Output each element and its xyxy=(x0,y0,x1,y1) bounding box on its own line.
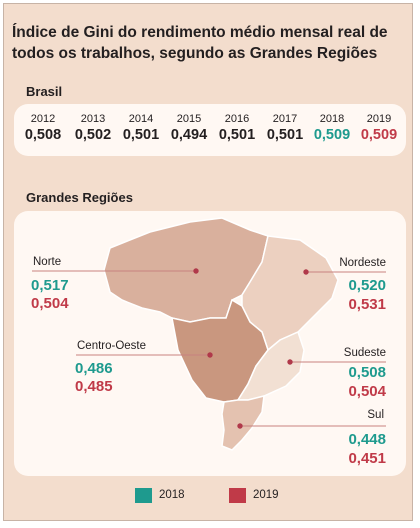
year-column-2018: 2018 0,509 xyxy=(309,112,355,144)
region-label-centro-oeste: Centro-Oeste xyxy=(77,340,147,352)
region-value-2019-nordeste: 0,531 xyxy=(348,296,386,313)
year-column-2012: 2012 0,508 xyxy=(20,112,66,144)
location-dot-sul xyxy=(237,423,243,429)
year-label: 2017 xyxy=(272,113,298,125)
year-column-2019: 2019 0,509 xyxy=(356,112,402,144)
year-column-2013: 2013 0,502 xyxy=(70,112,116,144)
region-value-2018-sul: 0,448 xyxy=(348,431,386,448)
region-value-2018-nordeste: 0,520 xyxy=(348,277,386,294)
location-dot-sudeste xyxy=(287,359,293,365)
year-column-2016: 2016 0,501 xyxy=(214,112,260,144)
year-label: 2015 xyxy=(176,113,202,125)
regions-section-title: Grandes Regiões xyxy=(26,190,133,205)
brasil-table: 2012 0,508 2013 0,502 2014 0,501 2015 0,… xyxy=(14,104,406,156)
year-column-2014: 2014 0,501 xyxy=(118,112,164,144)
gini-value: 0,501 xyxy=(266,127,304,143)
year-label: 2012 xyxy=(30,113,56,125)
year-label: 2016 xyxy=(224,113,250,125)
year-label: 2019 xyxy=(366,113,392,125)
location-dot-nordeste xyxy=(303,269,309,275)
gini-value: 0,494 xyxy=(170,127,208,143)
brasil-section-title: Brasil xyxy=(26,84,63,99)
region-value-2019-centro-oeste: 0,485 xyxy=(75,378,113,395)
region-value-2018-sudeste: 0,508 xyxy=(348,364,386,381)
region-value-2019-sul: 0,451 xyxy=(348,450,386,467)
region-label-nordeste: Nordeste xyxy=(339,257,386,269)
region-value-2019-norte: 0,504 xyxy=(31,295,69,312)
year-label: 2014 xyxy=(128,113,154,125)
legend-label-2018: 2018 xyxy=(159,489,185,501)
year-label: 2018 xyxy=(319,113,345,125)
gini-value: 0,502 xyxy=(74,127,112,143)
year-column-2015: 2015 0,494 xyxy=(166,112,212,144)
gini-value: 0,501 xyxy=(122,127,160,143)
location-dot-norte xyxy=(193,268,199,274)
legend-label-2019: 2019 xyxy=(253,489,279,501)
year-label: 2013 xyxy=(80,113,106,125)
region-label-norte: Norte xyxy=(33,256,62,268)
region-value-2018-centro-oeste: 0,486 xyxy=(75,360,113,377)
chart-title: Índice de Gini do rendimento médio mensa… xyxy=(12,24,388,62)
gini-value: 0,501 xyxy=(218,127,256,143)
gini-value-2019: 0,509 xyxy=(360,127,398,143)
gini-value-2018: 0,509 xyxy=(313,127,351,143)
location-dot-centro-oeste xyxy=(207,352,213,358)
region-value-2019-sudeste: 0,504 xyxy=(348,383,386,400)
map-region-sul xyxy=(221,395,265,451)
map-region-sudeste xyxy=(236,330,305,401)
region-label-sudeste: Sudeste xyxy=(343,347,386,359)
region-label-sul: Sul xyxy=(367,409,384,421)
year-column-2017: 2017 0,501 xyxy=(262,112,308,144)
region-value-2018-norte: 0,517 xyxy=(31,277,69,294)
legend-swatch-2018 xyxy=(135,488,152,503)
gini-value: 0,508 xyxy=(24,127,62,143)
legend-swatch-2019 xyxy=(229,488,246,503)
